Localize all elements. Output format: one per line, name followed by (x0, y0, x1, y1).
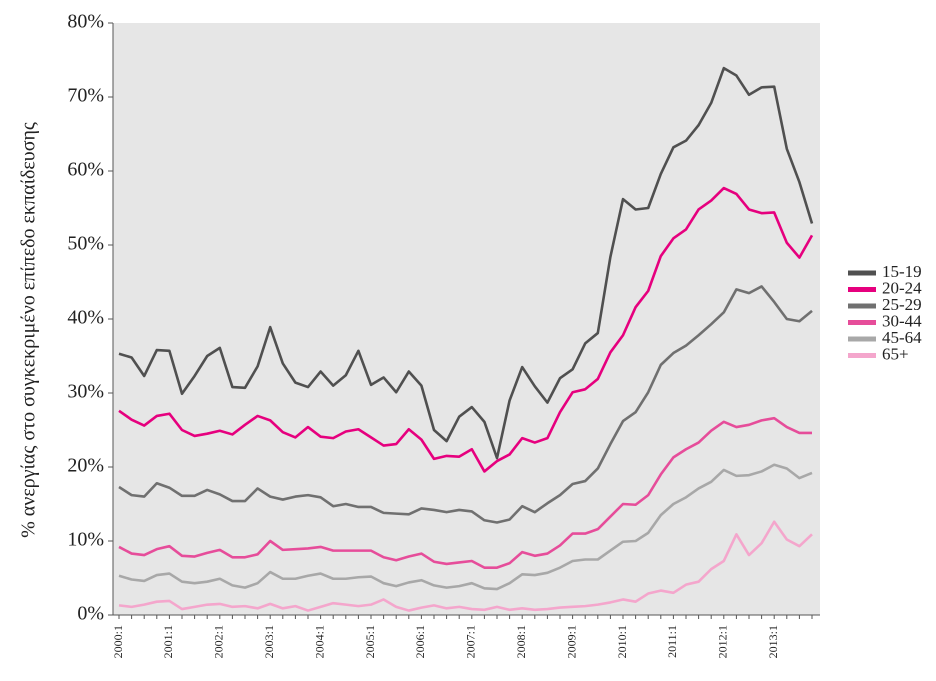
x-tick-label: 2007:1 (464, 625, 478, 658)
series-line (118, 416, 812, 569)
series-line (118, 463, 813, 591)
x-tick-label: 2001:1 (161, 625, 175, 658)
legend-label: 45-64 (882, 328, 922, 347)
legend-label: 25-29 (882, 295, 922, 314)
y-tick-label: 30% (67, 381, 104, 403)
legend-label: 65+ (882, 344, 909, 363)
legend-label: 30-44 (882, 311, 922, 330)
x-tick-label: 2004:1 (312, 625, 326, 658)
x-tick-label: 2005:1 (363, 625, 377, 658)
x-tick-label: 2012:1 (716, 625, 730, 658)
x-tick-label: 2002:1 (212, 625, 226, 658)
y-tick-label: 50% (67, 233, 104, 255)
x-tick-label: 2010:1 (615, 625, 629, 658)
legend-label: 20-24 (882, 278, 922, 297)
y-tick-label: 80% (67, 11, 104, 33)
x-tick-label: 2003:1 (262, 625, 276, 658)
plot-area (113, 23, 820, 615)
x-tick-label: 2009:1 (564, 625, 578, 658)
series-line (118, 186, 814, 473)
y-tick-label: 40% (67, 307, 104, 329)
series-line (118, 66, 814, 460)
x-tick-label: 2013:1 (766, 625, 780, 658)
x-tick-label: 2006:1 (413, 625, 427, 658)
y-tick-label: 70% (67, 85, 104, 107)
legend-label: 15-19 (882, 262, 922, 281)
series-line (118, 520, 813, 612)
y-tick-label: 0% (77, 603, 104, 625)
y-tick-label: 20% (67, 455, 104, 477)
y-tick-label: 60% (67, 159, 104, 181)
x-tick-label: 2000:1 (111, 625, 125, 658)
x-tick-label: 2008:1 (514, 625, 528, 658)
series-line (118, 285, 813, 524)
y-tick-label: 10% (67, 529, 104, 551)
y-axis-label: % ανεργίας στο συγκεκριμένο επίπεδο εκπα… (18, 122, 40, 538)
x-tick-label: 2011:1 (665, 625, 679, 658)
